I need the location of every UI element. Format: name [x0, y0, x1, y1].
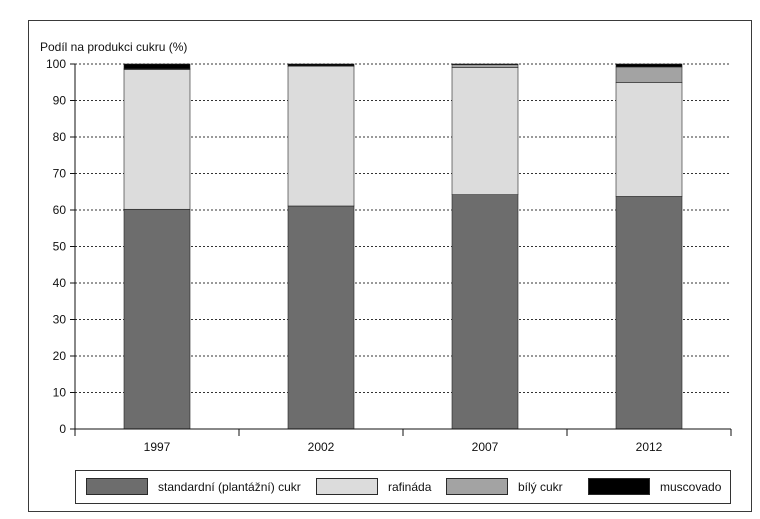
legend-item: standardní (plantážní) cukr	[86, 478, 301, 495]
bar-segment	[615, 63, 683, 68]
y-tick-label: 80	[53, 130, 67, 144]
x-tick-label: 2012	[636, 440, 663, 454]
y-tick-label: 90	[53, 94, 67, 108]
bar-segment	[451, 64, 519, 68]
bar-segment	[287, 63, 355, 67]
y-tick-label: 70	[53, 167, 67, 181]
y-tick-label: 30	[53, 313, 67, 327]
bar-segment	[451, 194, 519, 430]
legend-swatch	[446, 478, 508, 495]
axes	[70, 63, 732, 436]
legend-swatch	[316, 478, 378, 495]
y-tick-label: 50	[53, 240, 67, 254]
y-axis-label: Podíl na produkci cukru (%)	[40, 40, 187, 54]
y-tick-label: 60	[53, 203, 67, 217]
y-tick-label: 100	[46, 57, 66, 71]
bar-segment	[287, 205, 355, 430]
bar-segment	[123, 63, 191, 70]
x-tick-label: 2002	[308, 440, 335, 454]
bar-segment	[451, 63, 519, 66]
bar-segment	[615, 82, 683, 197]
y-tick-label: 40	[53, 276, 67, 290]
y-tick-label: 0	[59, 422, 66, 436]
x-tick-labels: 1997 2002 2007 2012	[144, 440, 663, 454]
x-tick-label: 1997	[144, 440, 171, 454]
legend-item: bílý cukr	[446, 478, 563, 495]
legend-label: muscovado	[660, 479, 722, 494]
bar-segment	[123, 69, 191, 210]
legend-box	[75, 470, 731, 504]
bar-segment	[287, 65, 355, 207]
bar-segment	[615, 196, 683, 430]
bar-segment	[615, 66, 683, 83]
legend-swatch	[588, 478, 650, 495]
y-tick-labels: 0 10 20 30 40 50 60 70 80 90 100	[46, 57, 66, 436]
legend-item: muscovado	[588, 478, 721, 495]
bar-segment	[451, 67, 519, 195]
legend-swatch	[86, 478, 148, 495]
legend-label: bílý cukr	[518, 479, 563, 494]
legend-label: rafináda	[388, 479, 432, 494]
legend-label: standardní (plantážní) cukr	[158, 479, 301, 494]
legend-item: rafináda	[316, 478, 431, 495]
bar-segment	[123, 208, 191, 430]
x-tick-label: 2007	[472, 440, 499, 454]
bars	[123, 63, 683, 430]
y-tick-label: 10	[53, 386, 67, 400]
y-tick-label: 20	[53, 349, 67, 363]
